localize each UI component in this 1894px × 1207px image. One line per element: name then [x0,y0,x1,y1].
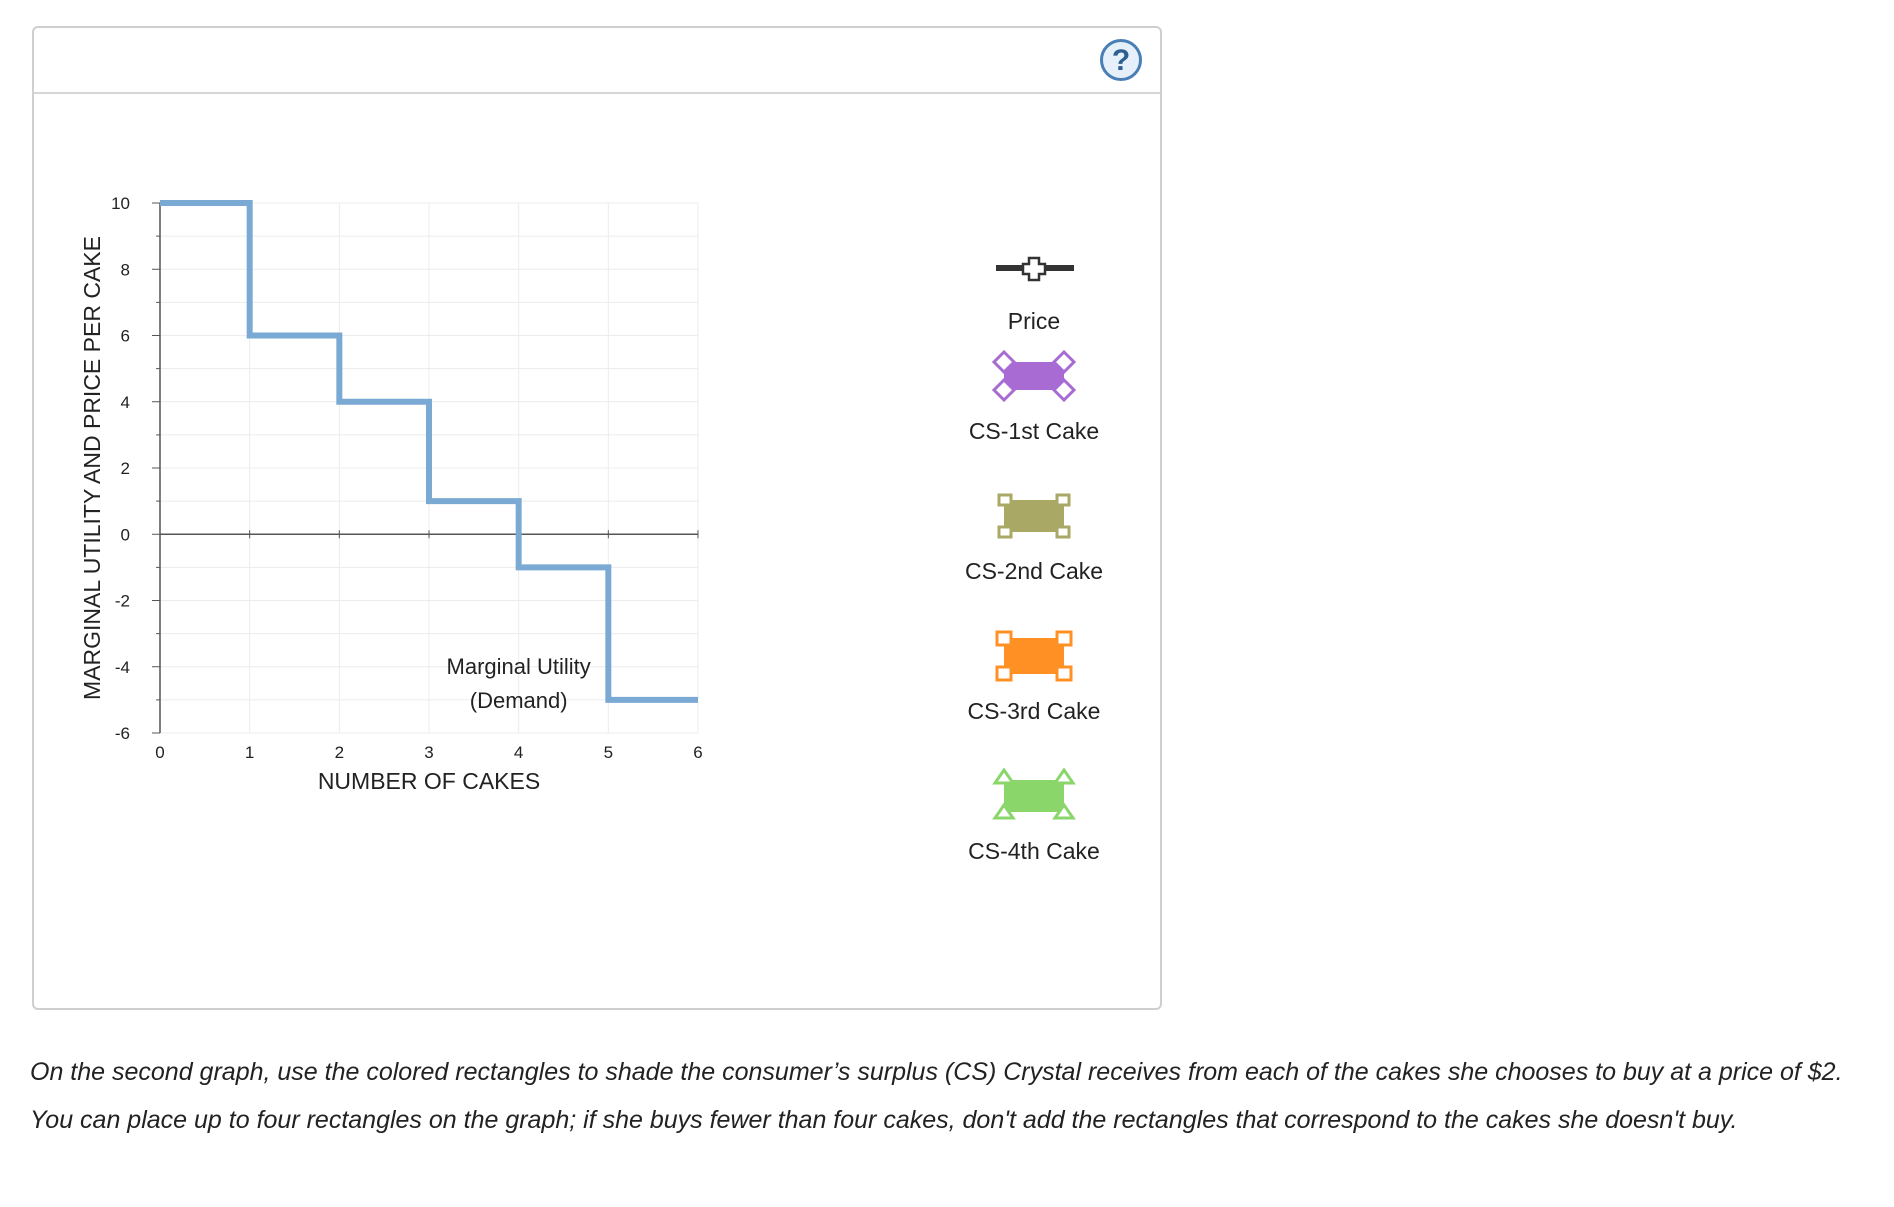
chart-svg: 10 8 6 4 2 0 -2 -4 -6 0 1 2 3 4 5 6 NUMBER OF CAKES MARGI… [79,194,703,794]
cs-4th-cake-label: CS-4th Cake [968,838,1100,864]
chart: 10 8 6 4 2 0 -2 -4 -6 0 1 2 3 4 5 6 NUMBER OF CAKES MARGI… [66,54,886,799]
y-tick-label: 4 [121,393,130,412]
cs-3rd-cake-tool[interactable]: CS-3rd Cake [954,628,1114,738]
instructions-text: On the second graph, use the colored rec… [30,1058,1843,1134]
x-tick-label: 0 [155,743,164,762]
marginal-utility-line [160,200,698,703]
y-tick-label: 8 [121,260,130,279]
curve-label-line1: Marginal Utility [447,654,591,679]
y-tick-label: -2 [115,592,130,611]
graph-panel: ? 10 8 6 4 2 0 -2 -4 -6 0 1 2 3 4 5 6 NUMBER OF CAKES MAR… [32,26,1162,1010]
x-tick-label: 5 [604,743,613,762]
x-tick-label: 6 [693,743,702,762]
cs-4th-cake-tool[interactable]: CS-4th Cake [954,767,1114,878]
y-tick-label: -6 [115,724,130,743]
y-axis-label: MARGINAL UTILITY AND PRICE PER CAKE [79,236,105,700]
x-tick-label: 2 [335,743,344,762]
price-label: Price [1007,308,1061,334]
triangle-rect-icon[interactable] [954,767,1114,824]
price-tool[interactable]: Price [954,248,1114,348]
help-button[interactable]: ? [1100,39,1142,81]
diamond-rect-icon[interactable] [954,348,1114,404]
cs-2nd-cake-label: CS-2nd Cake [964,558,1104,584]
y-tick-label: 0 [121,525,130,544]
y-tick-label: 6 [121,327,130,346]
square-rect-icon[interactable] [954,628,1114,684]
y-tick-label: 2 [121,459,130,478]
x-tick-label: 3 [424,743,433,762]
cross-line-icon[interactable] [954,248,1114,288]
x-tick-label: 4 [514,743,523,762]
square-rect-icon[interactable] [954,488,1114,544]
cs-1st-cake-tool[interactable]: CS-1st Cake [954,348,1114,458]
cs-3rd-cake-label: CS-3rd Cake [967,698,1101,724]
cs-1st-cake-label: CS-1st Cake [968,418,1100,444]
curve-label-line2: (Demand) [470,688,568,713]
y-tick-label: 10 [111,194,130,213]
panel-header: ? [34,28,1160,94]
x-tick-label: 1 [245,743,254,762]
x-axis-label: NUMBER OF CAKES [318,768,540,794]
cs-2nd-cake-tool[interactable]: CS-2nd Cake [954,488,1114,598]
y-tick-label: -4 [115,658,130,677]
